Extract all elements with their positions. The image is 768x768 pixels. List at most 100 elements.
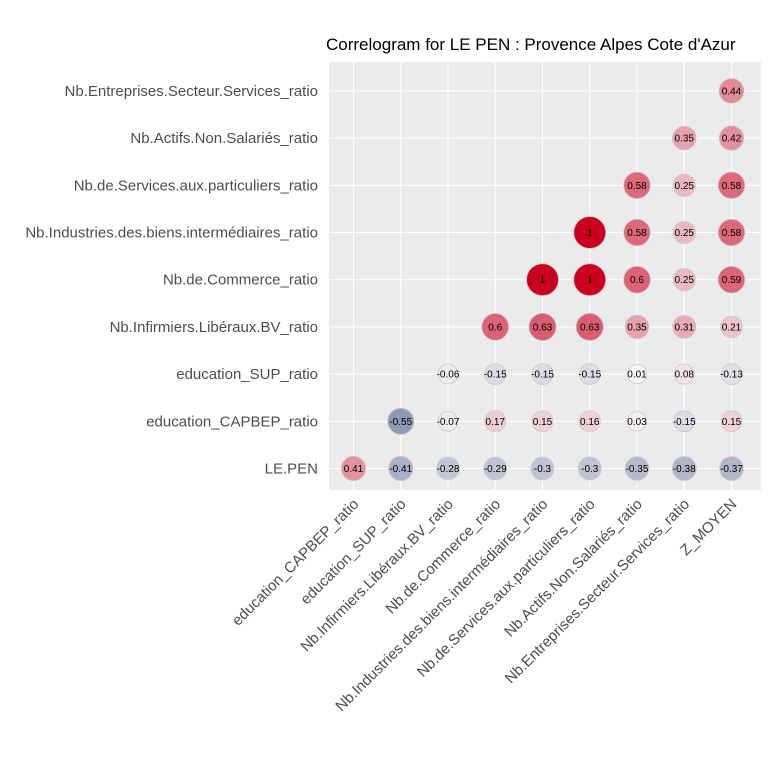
correlation-value-label: -0.3 bbox=[581, 464, 599, 475]
correlation-value-label: -0.07 bbox=[437, 417, 460, 428]
correlation-value-label: 1 bbox=[540, 275, 546, 286]
correlation-value-label: -0.29 bbox=[484, 464, 507, 475]
correlation-point bbox=[623, 218, 651, 247]
correlation-point bbox=[672, 314, 697, 339]
correlation-point bbox=[672, 268, 696, 292]
y-tick-label: Nb.Industries.des.biens.intermédiaires_r… bbox=[25, 225, 318, 242]
correlation-point bbox=[436, 456, 460, 481]
correlation-point bbox=[717, 171, 746, 199]
correlation-value-label: 0.25 bbox=[675, 228, 695, 239]
correlation-value-label: 0.6 bbox=[488, 322, 502, 333]
correlation-value-label: -0.35 bbox=[626, 464, 649, 475]
correlation-value-label: 0.31 bbox=[675, 322, 695, 333]
correlation-value-label: 0.01 bbox=[627, 370, 647, 381]
correlation-point bbox=[718, 125, 745, 151]
correlation-point bbox=[531, 410, 554, 433]
correlation-point bbox=[575, 312, 604, 341]
correlation-point bbox=[671, 456, 697, 481]
correlation-point bbox=[578, 363, 601, 385]
correlation-point bbox=[624, 456, 650, 481]
correlation-point bbox=[573, 263, 607, 297]
correlation-value-label: 0.35 bbox=[675, 134, 695, 145]
correlation-point bbox=[437, 410, 459, 432]
chart-title: Correlogram for LE PEN : Provence Alpes … bbox=[326, 35, 736, 54]
correlation-value-label: 0.25 bbox=[675, 181, 695, 192]
correlation-value-label: 0.44 bbox=[722, 86, 742, 97]
correlation-value-label: 0.25 bbox=[675, 275, 695, 286]
y-tick-label: education_SUP_ratio bbox=[176, 366, 318, 383]
correlation-value-label: 0.21 bbox=[722, 322, 742, 333]
correlation-value-label: 1 bbox=[587, 275, 593, 286]
correlation-point bbox=[528, 312, 557, 341]
correlation-value-label: -0.55 bbox=[389, 417, 412, 428]
correlation-point bbox=[624, 314, 650, 340]
y-axis-tick-labels: LE.PEN education_CAPBEP_ratio education_SU… bbox=[25, 83, 318, 478]
correlation-point bbox=[626, 411, 648, 432]
correlation-point bbox=[627, 364, 647, 385]
correlation-point bbox=[577, 456, 602, 481]
correlation-value-label: -0.41 bbox=[389, 464, 412, 475]
correlation-value-label: -0.38 bbox=[673, 464, 696, 475]
correlation-value-label: 0.58 bbox=[722, 181, 742, 192]
correlation-value-label: -0.3 bbox=[534, 464, 552, 475]
correlation-point bbox=[717, 265, 746, 294]
correlation-value-label: 1 bbox=[587, 228, 593, 239]
correlation-value-label: 0.15 bbox=[722, 417, 742, 428]
correlation-point bbox=[672, 173, 696, 197]
correlation-point bbox=[623, 171, 651, 199]
correlation-point bbox=[484, 410, 507, 433]
y-tick-label: LE.PEN bbox=[265, 461, 318, 478]
correlation-point bbox=[484, 363, 507, 385]
correlation-point bbox=[531, 363, 554, 385]
correlation-point bbox=[578, 410, 601, 433]
correlation-point bbox=[672, 125, 697, 151]
correlation-value-label: 0.16 bbox=[580, 417, 600, 428]
correlation-value-label: 0.08 bbox=[675, 370, 695, 381]
correlation-point bbox=[717, 218, 746, 247]
correlation-point bbox=[623, 265, 651, 294]
correlation-point bbox=[720, 410, 743, 433]
correlation-value-label: 0.58 bbox=[722, 228, 742, 239]
correlation-value-label: -0.28 bbox=[437, 464, 460, 475]
correlation-value-label: 0.6 bbox=[630, 275, 644, 286]
correlation-value-label: 0.35 bbox=[627, 322, 647, 333]
correlation-value-label: -0.15 bbox=[531, 370, 554, 381]
correlation-value-label: 0.03 bbox=[627, 417, 647, 428]
y-tick-label: Nb.Entreprises.Secteur.Services_ratio bbox=[65, 83, 318, 100]
x-tick-label: Nb.de.Services.aux.particuliers_ratio bbox=[414, 496, 599, 681]
x-axis-tick-labels: education_CAPBEP_ratioeducation_SUP_rati… bbox=[229, 496, 740, 715]
correlation-value-label: 0.58 bbox=[627, 181, 647, 192]
correlation-cells: 0.41 -0.41 -0.28 -0.29 -0.3 -0.3 -0.35 -0.38 -0.… bbox=[340, 78, 746, 482]
correlation-point bbox=[720, 315, 743, 339]
correlation-value-label: 0.42 bbox=[722, 134, 742, 145]
correlation-point bbox=[530, 456, 555, 481]
correlation-value-label: -0.06 bbox=[437, 370, 460, 381]
correlation-point bbox=[720, 363, 743, 385]
correlation-value-label: 0.59 bbox=[722, 275, 742, 286]
correlation-point bbox=[388, 455, 414, 482]
correlation-point bbox=[673, 363, 695, 385]
correlation-point bbox=[483, 456, 508, 481]
correlation-value-label: -0.15 bbox=[673, 417, 696, 428]
correlation-value-label: 0.58 bbox=[627, 228, 647, 239]
correlation-point bbox=[437, 363, 459, 385]
correlation-point bbox=[573, 216, 607, 249]
correlation-value-label: -0.37 bbox=[720, 464, 743, 475]
correlation-value-label: 0.17 bbox=[486, 417, 506, 428]
correlation-point bbox=[526, 263, 559, 297]
correlation-point bbox=[718, 78, 745, 104]
correlation-value-label: 0.41 bbox=[344, 464, 364, 475]
y-tick-label: Nb.de.Commerce_ratio bbox=[163, 272, 318, 289]
y-tick-label: Nb.Infirmiers.Libéraux.BV_ratio bbox=[110, 319, 318, 336]
correlation-point bbox=[673, 410, 696, 433]
correlation-value-label: 0.63 bbox=[580, 322, 600, 333]
correlation-point bbox=[719, 456, 744, 481]
correlation-point bbox=[387, 407, 415, 435]
correlation-value-label: -0.15 bbox=[484, 370, 507, 381]
y-tick-label: Nb.Actifs.Non.Salariés_ratio bbox=[130, 130, 318, 147]
y-tick-label: Nb.de.Services.aux.particuliers_ratio bbox=[74, 177, 318, 194]
correlation-value-label: 0.15 bbox=[533, 417, 553, 428]
correlation-value-label: -0.13 bbox=[720, 370, 743, 381]
y-tick-label: education_CAPBEP_ratio bbox=[146, 413, 318, 430]
